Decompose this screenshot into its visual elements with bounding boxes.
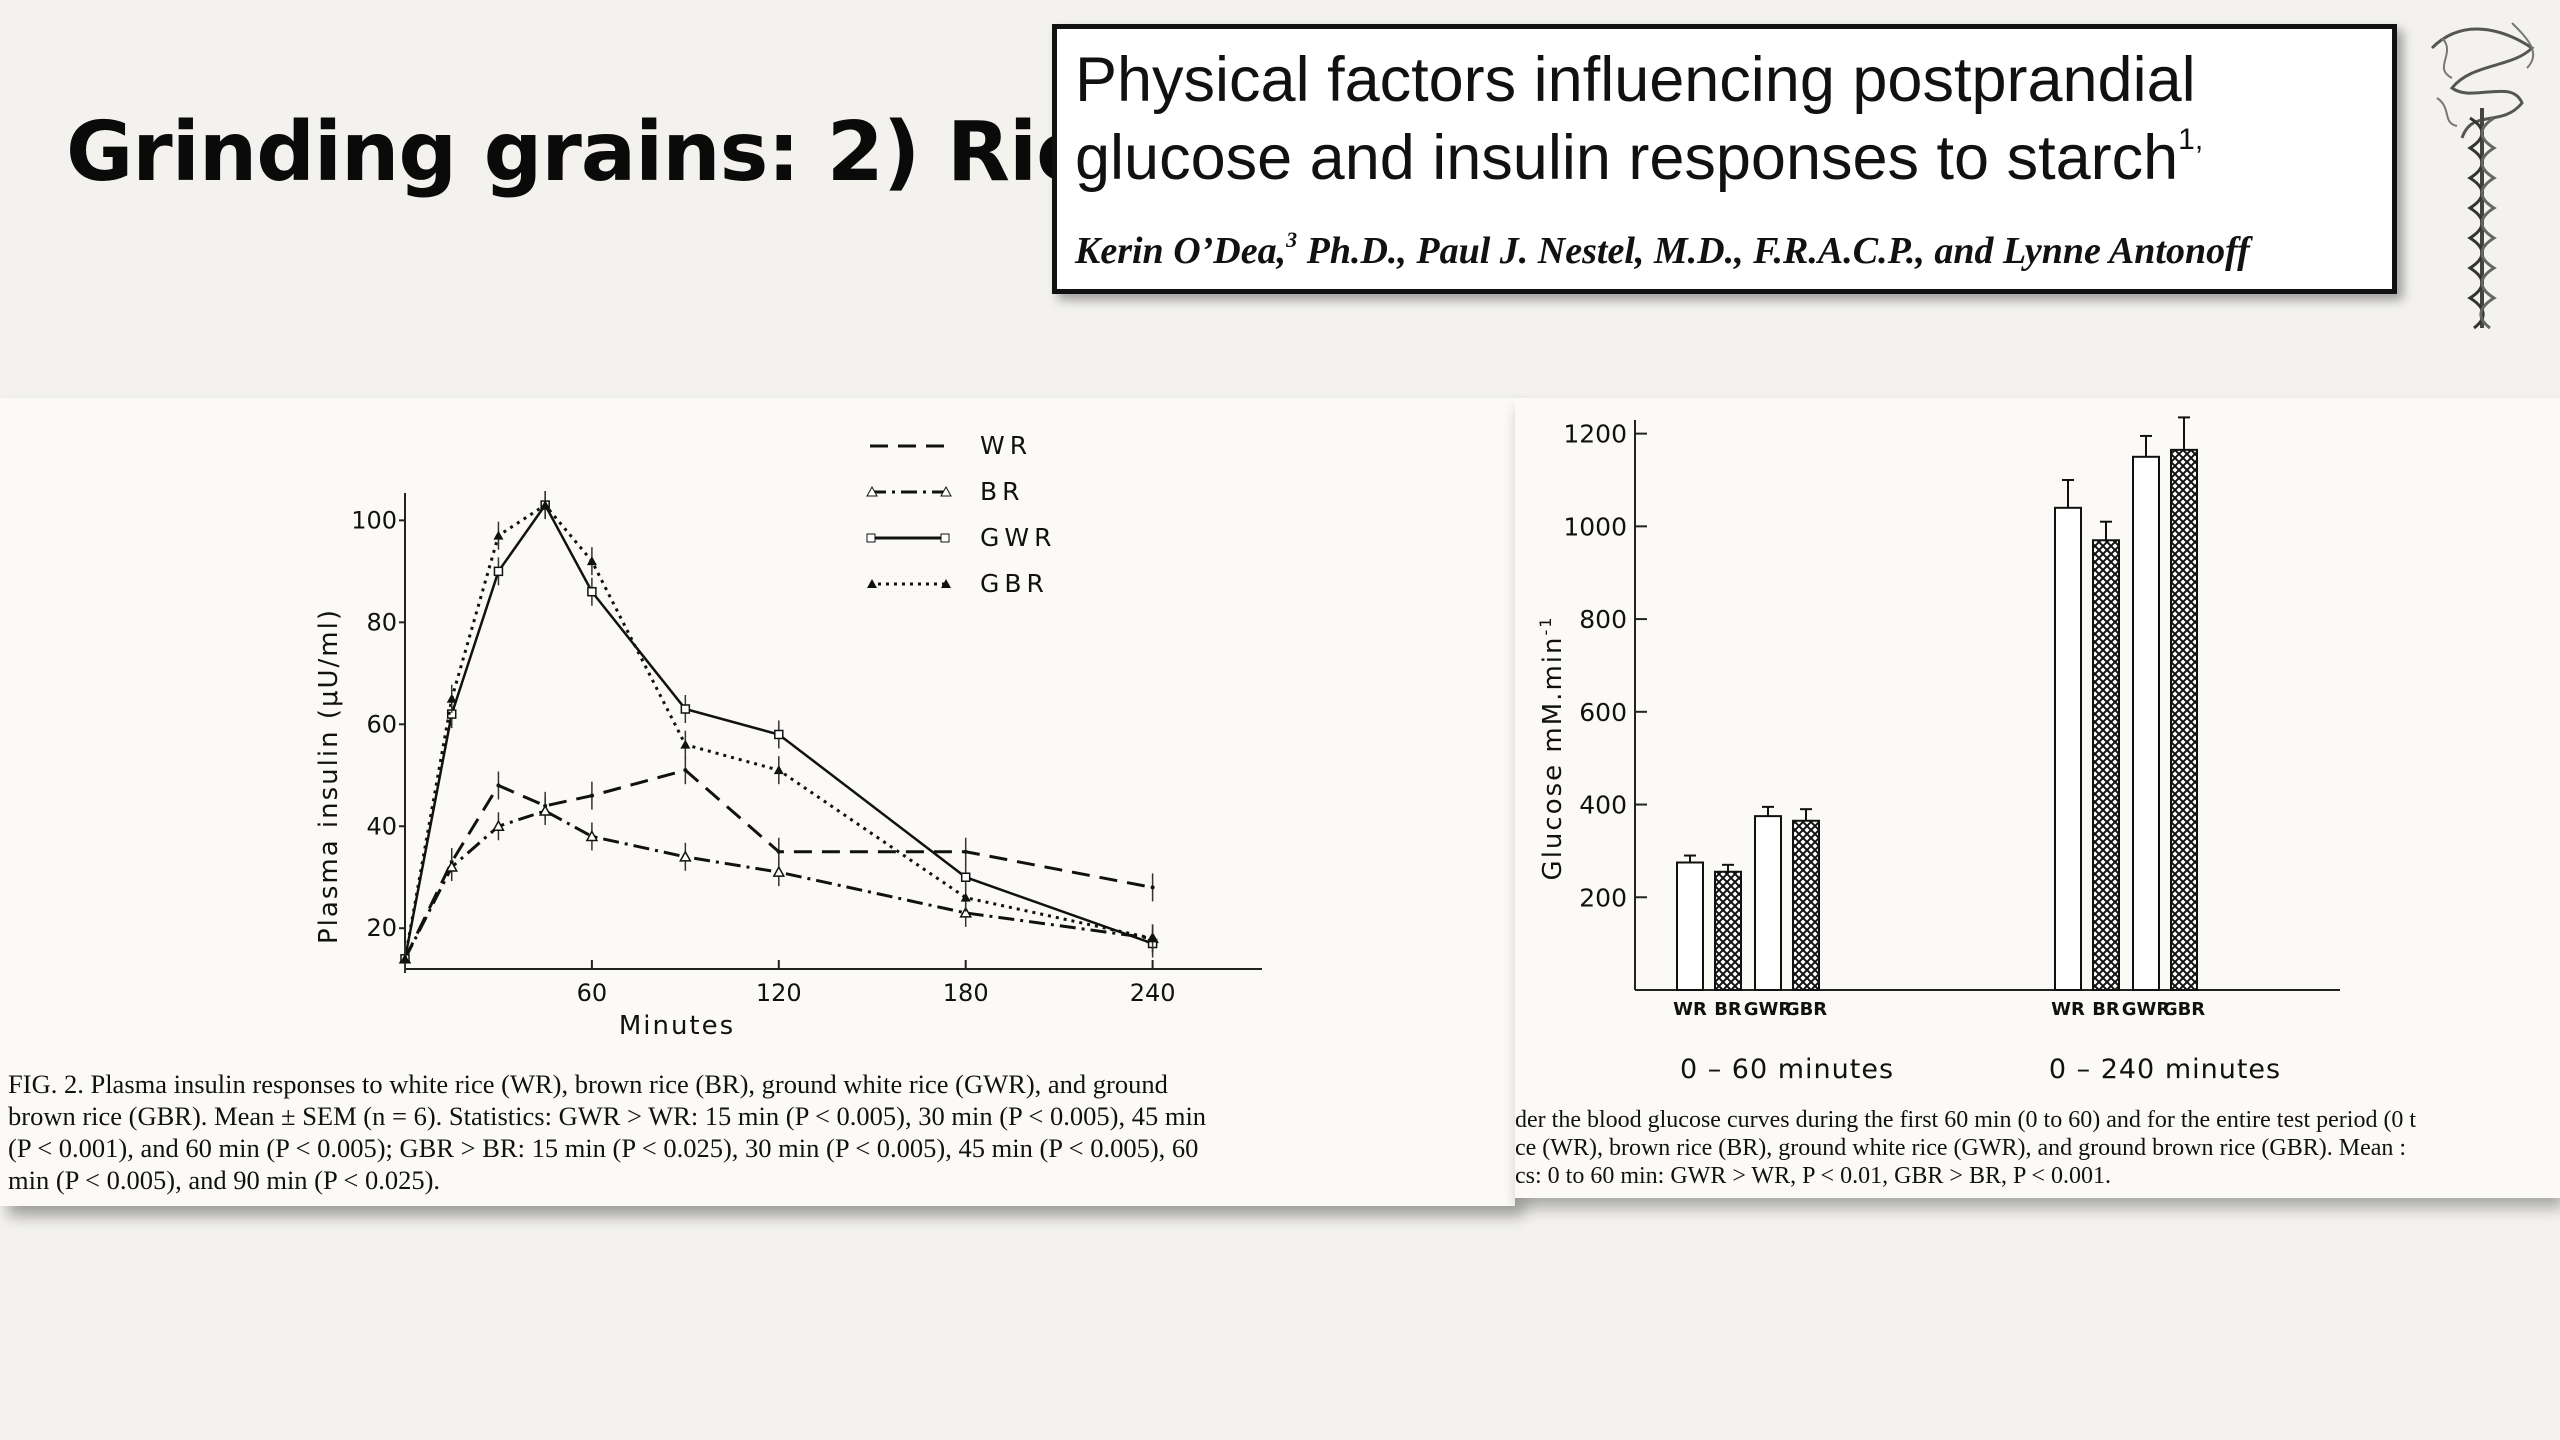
x-tick-label: 180 xyxy=(943,979,989,1007)
figure-caption-line: FIG. 2. Plasma insulin responses to whit… xyxy=(8,1069,1168,1099)
bar-gbr xyxy=(2170,448,2198,991)
bar-category-label: BR xyxy=(2092,999,2120,1020)
legend-marker xyxy=(940,533,950,543)
data-point-br xyxy=(772,865,786,877)
y-tick-label: 600 xyxy=(1579,698,1627,727)
data-point-gwr xyxy=(587,586,597,597)
data-point-wr xyxy=(776,849,781,854)
paper-header: Physical factors influencing postprandia… xyxy=(1052,24,2397,294)
authors-rest: Ph.D., Paul J. Nestel, M.D., F.R.A.C.P.,… xyxy=(1297,230,2250,272)
paper-title: Physical factors influencing postprandia… xyxy=(1075,41,2385,197)
insulin-line-chart: 60 120 180 240 20 40 60 80 100 WR BR GWR GBR Minute… xyxy=(314,431,1262,1041)
data-point-wr xyxy=(496,783,501,788)
data-point-gbr xyxy=(493,530,504,540)
legend-label-gbr: GBR xyxy=(980,569,1049,598)
y-tick-label: 1000 xyxy=(1563,512,1627,541)
legend-marker xyxy=(867,579,877,588)
paper-title-line1: Physical factors influencing postprandia… xyxy=(1075,45,2196,115)
y-tick-label: 800 xyxy=(1579,605,1627,634)
data-point-gbr xyxy=(446,693,457,703)
data-point-wr xyxy=(589,793,594,798)
bar-category-label: GWR xyxy=(2122,999,2171,1020)
bar-gbr xyxy=(1792,819,1820,992)
y-tick-label: 40 xyxy=(366,812,397,840)
bar-gwr xyxy=(1754,815,1782,991)
data-point-gwr xyxy=(493,566,504,577)
figure-caption-line: brown rice (GBR). Mean ± SEM (n = 6). St… xyxy=(8,1101,1207,1131)
bar-br xyxy=(2092,539,2120,992)
data-point-gbr xyxy=(400,953,410,963)
y-axis-label: Plasma insulin (μU/ml) xyxy=(314,608,344,944)
data-point-gbr xyxy=(773,765,784,775)
data-point-gbr xyxy=(540,500,551,510)
dna-helix-illustration xyxy=(2430,22,2535,330)
data-point-br xyxy=(445,860,458,872)
bar-wr xyxy=(1676,861,1704,991)
bar-category-label: GBR xyxy=(1785,999,1827,1020)
slide-title: Grinding grains: 2) Rice xyxy=(66,105,1139,200)
y-tick-label: 1200 xyxy=(1563,420,1627,449)
data-point-wr xyxy=(1150,885,1155,890)
figure-caption-line: der the blood glucose curves during the … xyxy=(1515,1107,2417,1133)
insulin-figure-panel: 60 120 180 240 20 40 60 80 100 WR BR GWR GBR Minute… xyxy=(0,398,1515,1206)
y-tick-label: 200 xyxy=(1579,883,1627,912)
figure-caption-line: cs: 0 to 60 min: GWR > WR, P < 0.01, GBR… xyxy=(1515,1163,2111,1189)
paper-authors: Kerin O’Dea,3 Ph.D., Paul J. Nestel, M.D… xyxy=(1075,229,2250,273)
x-tick-label: 120 xyxy=(756,979,802,1007)
paper-title-line2: glucose and insulin responses to starch xyxy=(1075,123,2179,193)
figure-caption-line: (P < 0.001), and 60 min (P < 0.005); GBR… xyxy=(8,1133,1199,1163)
bar-category-label: WR xyxy=(2051,999,2085,1020)
bar-gwr xyxy=(2132,455,2160,992)
data-point-wr xyxy=(963,849,968,854)
x-tick-label: 60 xyxy=(577,979,608,1007)
x-tick-label: 240 xyxy=(1130,979,1176,1007)
legend-marker xyxy=(866,533,876,543)
legend-label-br: BR xyxy=(980,477,1025,506)
y-tick-label: 80 xyxy=(366,608,397,636)
data-point-gbr xyxy=(586,556,597,566)
legend-label-wr: WR xyxy=(980,431,1032,460)
bar-category-label: BR xyxy=(1714,999,1742,1020)
y-axis-label: Glucose mM.min-1 xyxy=(1536,616,1568,881)
data-point-br xyxy=(679,850,692,862)
data-point-gwr xyxy=(960,872,971,882)
data-point-gwr xyxy=(774,729,784,740)
data-point-gbr xyxy=(1147,933,1158,943)
legend-label-gwr: GWR xyxy=(980,523,1056,552)
bar-category-label: GWR xyxy=(1744,999,1793,1020)
paper-title-footnote: 1, xyxy=(2178,123,2204,156)
bar-group-label: 0 – 240 minutes xyxy=(2049,1054,2281,1085)
figure-caption-line: min (P < 0.005), and 90 min (P < 0.025). xyxy=(8,1165,441,1195)
bar-wr xyxy=(2054,506,2082,992)
legend-marker xyxy=(940,485,952,497)
y-tick-label: 60 xyxy=(366,710,397,738)
data-point-gbr xyxy=(680,739,691,749)
data-point-br xyxy=(492,819,505,832)
glucose-figure-panel: 200 400 600 800 1000 1200 WR BR GWR GBR 0 – 60 mi… xyxy=(1515,398,2560,1198)
data-point-wr xyxy=(683,768,688,773)
y-tick-label: 400 xyxy=(1579,791,1627,820)
data-point-br xyxy=(585,829,599,842)
figure-caption-line: ce (WR), brown rice (BR), ground white r… xyxy=(1515,1135,2407,1161)
data-point-gbr xyxy=(960,892,971,902)
data-point-br xyxy=(538,804,552,816)
legend-marker xyxy=(866,485,878,497)
y-tick-label: 100 xyxy=(351,506,397,534)
bar-category-label: GBR xyxy=(2163,999,2205,1020)
bar-br xyxy=(1714,870,1742,992)
x-axis-label: Minutes xyxy=(619,1011,735,1041)
author-footnote: 3 xyxy=(1286,227,1298,252)
bar-category-label: WR xyxy=(1673,999,1707,1020)
y-tick-label: 20 xyxy=(366,914,397,942)
author-name: Kerin O’Dea, xyxy=(1075,230,1287,272)
bar-group-label: 0 – 60 minutes xyxy=(1680,1054,1894,1085)
data-point-gwr xyxy=(680,704,691,714)
legend-marker xyxy=(941,579,951,588)
data-point-br xyxy=(959,906,972,918)
